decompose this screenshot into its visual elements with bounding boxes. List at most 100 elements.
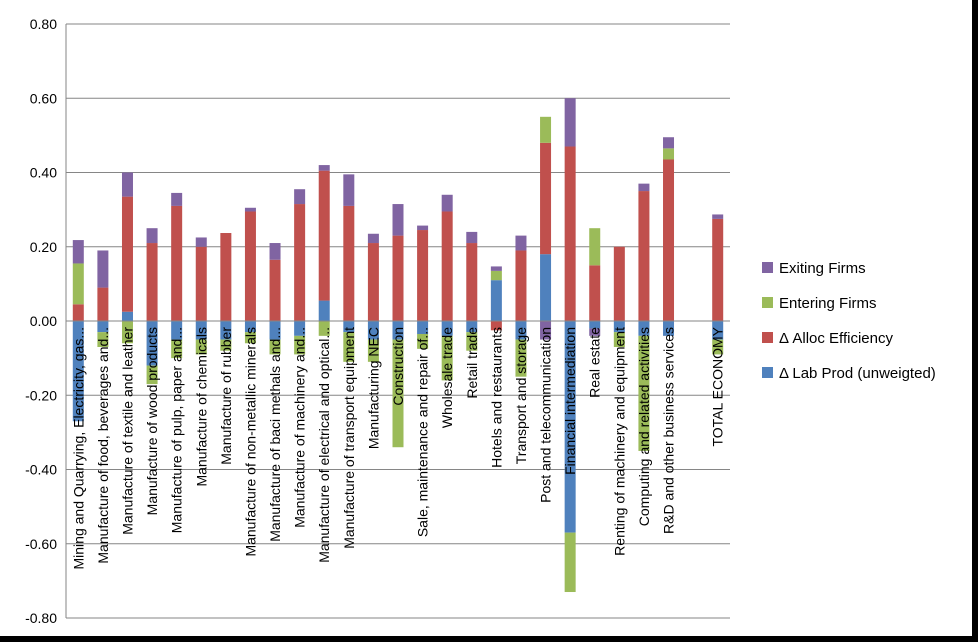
bar-segment <box>343 332 355 362</box>
category-label: Real estate <box>587 327 603 398</box>
bar-segment <box>72 240 84 264</box>
bar-segment <box>318 165 330 171</box>
bar-segment <box>294 204 306 321</box>
bar-segment <box>712 218 724 321</box>
bar-segment <box>663 148 675 160</box>
bar-segment <box>441 194 453 212</box>
bar-segment <box>121 196 133 312</box>
bar-segment <box>540 321 552 340</box>
bar-segment <box>417 225 429 231</box>
bar-segment <box>195 339 207 355</box>
bar-segment <box>441 321 453 336</box>
bar-segment <box>121 172 133 197</box>
bar-segment <box>294 335 306 355</box>
category-label: Manufacturing NEC <box>365 327 381 449</box>
bar-segment <box>318 321 330 336</box>
bar-segment <box>638 321 650 336</box>
category-label: Renting of machinery and equipment <box>611 327 627 556</box>
bar-segment <box>367 321 379 340</box>
bar-segment <box>367 243 379 321</box>
y-tick-label: -0.20 <box>25 387 57 403</box>
legend-label: Entering Firms <box>779 295 877 312</box>
category-label: Manufacture of baci methals and... <box>267 327 283 542</box>
bar-segment <box>490 280 502 321</box>
bar-segment <box>318 300 330 321</box>
bar-segment <box>540 116 552 143</box>
bar-segment <box>392 204 404 236</box>
bar-segment <box>712 321 724 340</box>
category-label: Manufacture of rubber <box>218 327 234 465</box>
y-tick-label: 0.00 <box>30 313 57 329</box>
bar-segment <box>244 207 256 212</box>
bar-segment <box>613 321 625 333</box>
bar-segment <box>663 321 675 336</box>
category-label: Wholesale trade <box>439 327 455 428</box>
bar-segment <box>589 228 601 266</box>
bar-segment <box>441 335 453 381</box>
bar-segment <box>490 270 502 281</box>
legend-label: Δ Lab Prod (unweigted) <box>779 365 936 382</box>
bar-segment <box>515 339 527 377</box>
bar-segment <box>294 189 306 205</box>
bar-segment <box>171 339 183 359</box>
bar-segment <box>195 321 207 340</box>
bar-segment <box>515 235 527 251</box>
bar-segment <box>367 339 379 362</box>
legend-swatch <box>762 367 773 378</box>
category-label: Financial intermediation <box>562 327 578 475</box>
bar-segment <box>540 254 552 321</box>
category-label: Manufacture of transport equipment <box>341 327 357 549</box>
bar-segment <box>220 339 232 351</box>
bar-segment <box>638 191 650 321</box>
category-label: Manufacture of machinery and... <box>292 327 308 528</box>
category-label: Manufacture of food, beverages and... <box>95 327 111 564</box>
bar-segment <box>564 532 576 593</box>
bar-segment <box>244 332 256 344</box>
bar-segment <box>367 233 379 244</box>
legend-label: Exiting Firms <box>779 260 866 277</box>
bar-segment <box>269 243 281 260</box>
category-label: R&D and other business services <box>661 327 677 534</box>
category-label: Manufacture of electrical and optical... <box>316 327 332 563</box>
bar-segment <box>343 205 355 321</box>
bar-segment <box>392 339 404 448</box>
bar-segment <box>195 237 207 247</box>
legend-swatch <box>762 297 773 308</box>
legend: Exiting Firms Entering Firms Δ Alloc Effic… <box>762 260 936 382</box>
y-axis-ticks: -0.80 -0.60 -0.40 -0.20 0.00 0.20 0.40 0.60 0.80 <box>25 16 57 626</box>
bar-segment <box>171 205 183 321</box>
bar-segment <box>244 211 256 321</box>
bar-segment <box>613 246 625 321</box>
category-labels: Mining and Quarrying, Electricity, gas..… <box>70 326 725 569</box>
bar-segment <box>146 365 158 385</box>
bar-segment <box>97 287 109 321</box>
bars <box>72 98 724 593</box>
bar-segment <box>613 332 625 347</box>
y-tick-label: -0.60 <box>25 536 57 552</box>
y-tick-label: -0.80 <box>25 610 57 626</box>
bar-segment <box>515 321 527 340</box>
axes <box>65 24 730 618</box>
category-label: TOTAL ECONOMY <box>710 326 726 446</box>
bar-segment <box>564 98 576 147</box>
category-label: Sale, maintenance and repair of... <box>415 327 431 537</box>
bar-segment <box>171 321 183 340</box>
bar-segment <box>564 146 576 321</box>
y-tick-label: 0.80 <box>30 16 57 32</box>
category-label: Transport and storage <box>513 327 529 464</box>
bar-segment <box>72 321 84 422</box>
bar-segment <box>466 231 478 244</box>
bar-segment <box>392 321 404 340</box>
bar-segment <box>220 321 232 340</box>
bar-segment <box>318 170 330 301</box>
bar-segment <box>392 235 404 321</box>
bar-segment <box>417 230 429 321</box>
y-tick-label: -0.40 <box>25 462 57 478</box>
bar-segment <box>171 192 183 206</box>
bar-segment <box>490 321 502 331</box>
bar-segment <box>269 259 281 321</box>
bar-segment <box>417 333 429 349</box>
bar-segment <box>712 214 724 219</box>
bar-segment <box>269 321 281 340</box>
